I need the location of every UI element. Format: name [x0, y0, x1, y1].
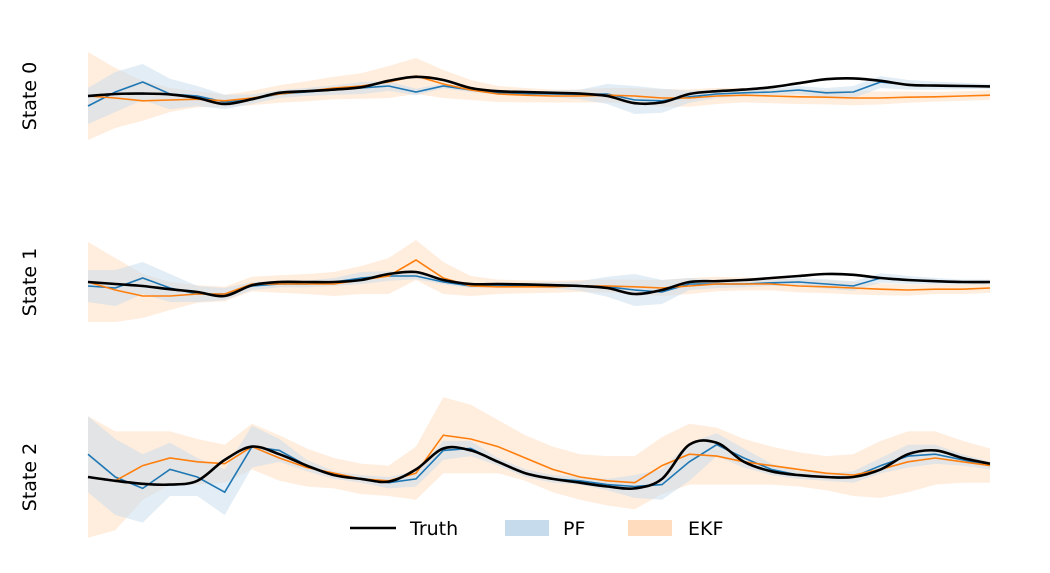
truth-line-1 — [87, 270, 991, 298]
legend-truth-label: Truth — [409, 518, 458, 540]
panel-2: State 2 — [19, 397, 991, 538]
legend: Truth PF EKF — [350, 518, 723, 540]
legend-ekf-label: EKF — [688, 518, 723, 540]
ekf-band-2 — [88, 397, 990, 538]
ekf-band-1 — [88, 240, 990, 322]
legend-pf-swatch — [505, 520, 549, 536]
truth-line-0 — [87, 75, 991, 106]
panel-1: State 1 — [19, 240, 991, 322]
panels: State 0 State 1 State 2 — [19, 52, 991, 538]
ekf-line-0 — [87, 75, 991, 102]
truth-line-2 — [87, 439, 991, 491]
ylabel-2: State 2 — [19, 443, 41, 511]
ylabel-0: State 0 — [19, 62, 41, 130]
pf-line-0 — [87, 81, 991, 107]
ekf-line-2 — [87, 434, 991, 484]
legend-pf-label: PF — [563, 518, 585, 540]
ylabel-1: State 1 — [19, 248, 41, 316]
legend-ekf-swatch — [628, 520, 672, 536]
ekf-line-1 — [87, 259, 991, 297]
panel-0: State 0 — [19, 52, 991, 140]
